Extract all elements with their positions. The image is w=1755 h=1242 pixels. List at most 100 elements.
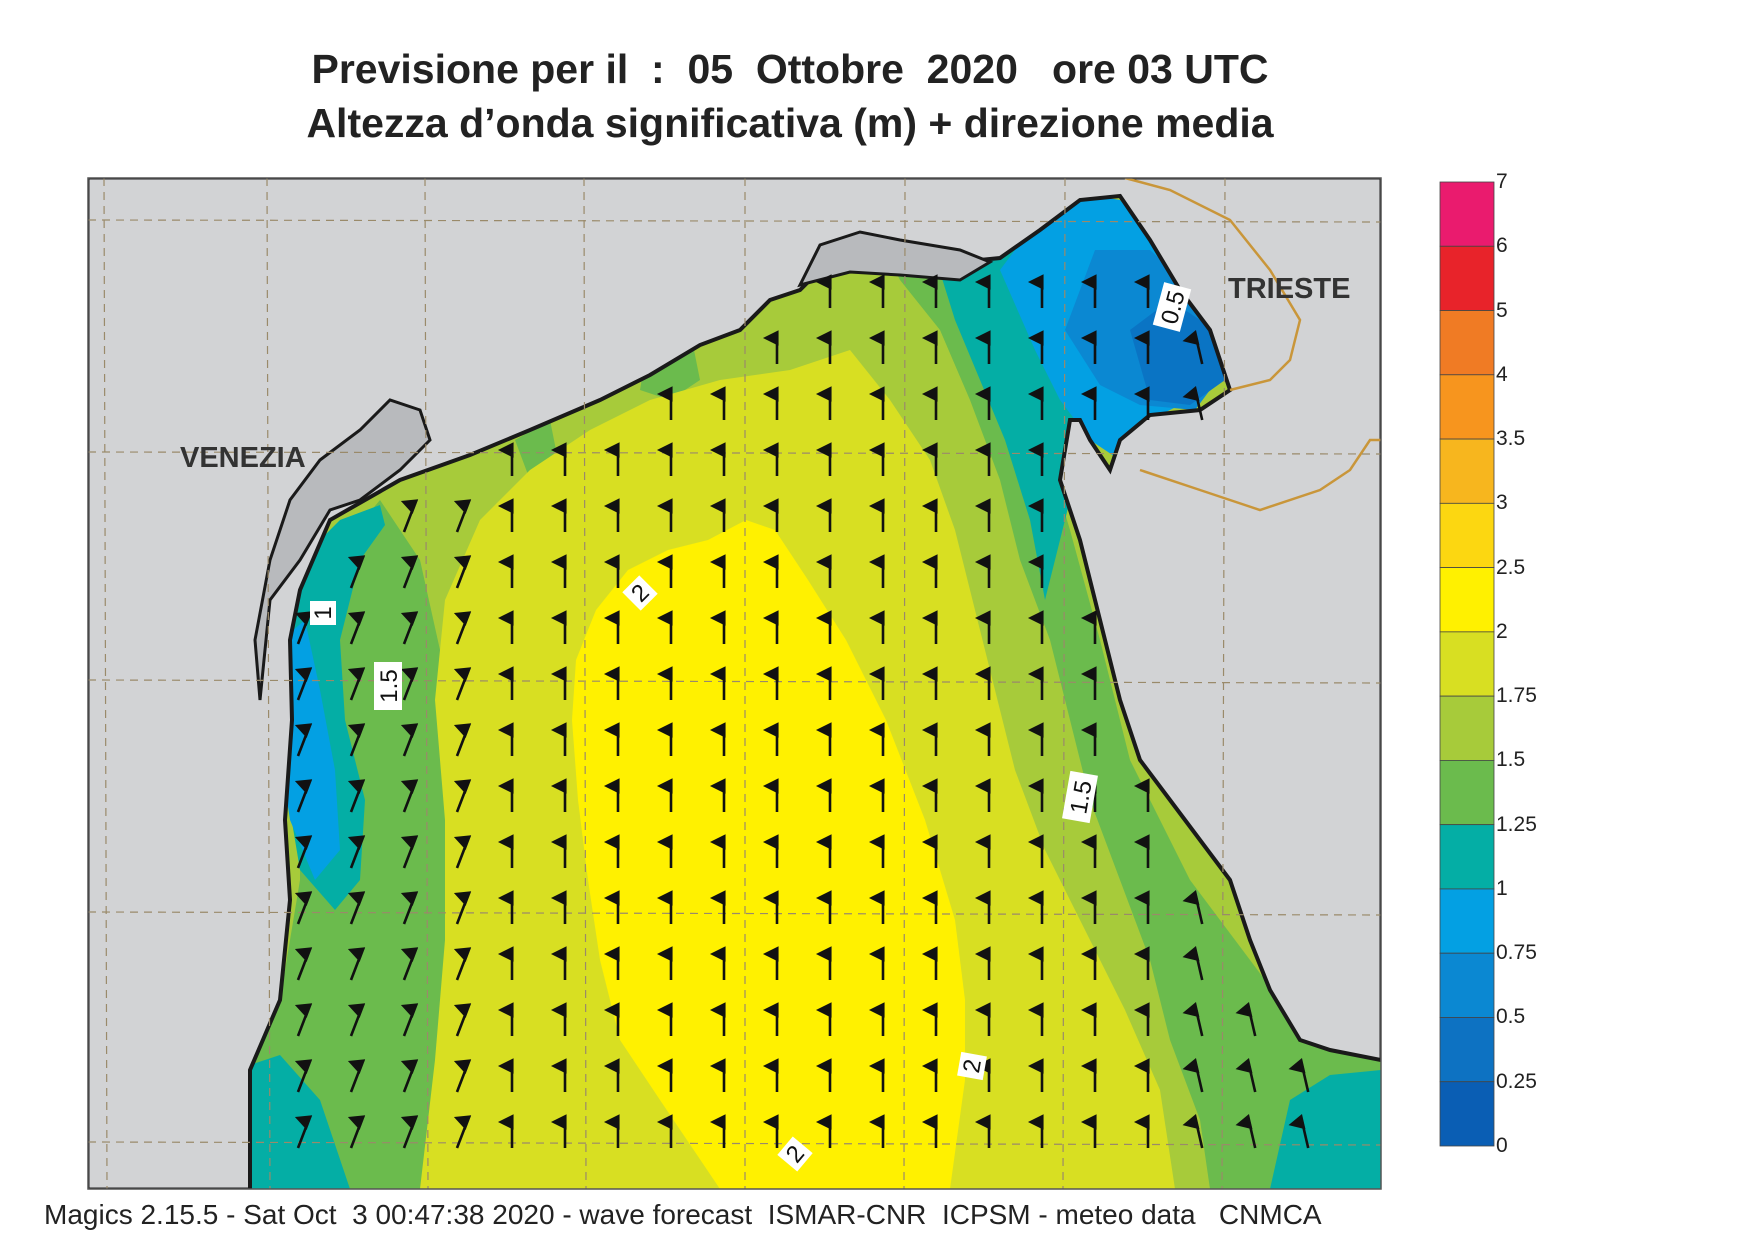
direction-arrow xyxy=(400,1003,419,1037)
colorbar-label: 5 xyxy=(1496,298,1508,322)
colorbar-label: 0.25 xyxy=(1496,1069,1537,1093)
direction-arrow xyxy=(453,1115,472,1149)
direction-arrow xyxy=(1288,1058,1310,1093)
direction-arrow xyxy=(400,499,419,533)
colorbar-label: 0.5 xyxy=(1496,1005,1526,1029)
city-label-venezia: VENEZIA xyxy=(180,442,306,474)
direction-arrow xyxy=(347,1115,366,1149)
direction-arrow xyxy=(453,667,472,701)
direction-arrow xyxy=(1182,330,1204,365)
colorbar-swatch xyxy=(1439,631,1495,697)
venetian-lagoon xyxy=(253,398,432,701)
direction-arrow xyxy=(294,723,313,757)
direction-arrow xyxy=(453,1003,472,1037)
direction-arrow xyxy=(294,779,313,813)
direction-arrow xyxy=(400,667,419,701)
direction-arrow xyxy=(453,723,472,757)
svg-text:2: 2 xyxy=(958,1057,987,1075)
colorbar-label: 0 xyxy=(1496,1134,1508,1157)
colorbar-swatch xyxy=(1439,1081,1495,1147)
direction-arrow xyxy=(400,1115,419,1149)
colorbar-swatch xyxy=(1439,502,1495,569)
direction-arrow xyxy=(1182,1058,1204,1093)
coastline xyxy=(248,193,1381,1189)
colorbar-label: 2 xyxy=(1496,619,1508,643)
colorbar-swatch xyxy=(1439,567,1495,633)
direction-arrow xyxy=(400,779,419,813)
colorbar-swatch xyxy=(1439,310,1495,376)
colorbar-swatch xyxy=(1439,952,1495,1018)
svg-text:1.5: 1.5 xyxy=(1065,778,1097,816)
direction-arrow xyxy=(453,891,472,925)
map-frame xyxy=(87,177,1382,1190)
colorbar-label: 1.5 xyxy=(1496,748,1526,772)
direction-arrow xyxy=(400,723,419,757)
colorbar-label: 7 xyxy=(1496,170,1508,193)
direction-arrow xyxy=(1235,1058,1257,1093)
direction-arrow xyxy=(400,1059,419,1093)
direction-arrow xyxy=(453,835,472,869)
map-title-line-2: Altezza d’onda significativa (m) + direz… xyxy=(306,100,1274,146)
direction-arrow xyxy=(1182,946,1204,981)
footer-credits: Magics 2.15.5 - Sat Oct 3 00:47:38 2020 … xyxy=(44,1199,1322,1230)
direction-arrow xyxy=(1235,1002,1257,1037)
northern-lagoon xyxy=(797,230,994,288)
direction-arrow xyxy=(1182,890,1204,925)
direction-arrow xyxy=(453,779,472,813)
direction-arrow xyxy=(400,947,419,981)
direction-arrow xyxy=(294,891,313,925)
direction-arrow xyxy=(453,499,472,533)
national-border xyxy=(1124,178,1381,512)
colorbar-label: 3 xyxy=(1496,491,1508,515)
direction-arrow xyxy=(294,1003,313,1037)
colorbar-swatch xyxy=(1439,695,1495,761)
direction-arrow xyxy=(294,1115,313,1149)
direction-arrow xyxy=(400,835,419,869)
colorbar-label: 1 xyxy=(1496,876,1508,900)
svg-text:1.5: 1.5 xyxy=(376,669,403,702)
colorbar-swatch xyxy=(1439,374,1495,440)
contour-label-2-south: 2 xyxy=(957,1051,987,1081)
colorbar-swatch xyxy=(1439,181,1495,247)
colorbar xyxy=(1439,181,1495,1147)
direction-arrow xyxy=(1182,1114,1204,1149)
colorbar-swatch xyxy=(1439,1017,1495,1083)
colorbar-swatch xyxy=(1439,438,1495,504)
colorbar-swatch xyxy=(1439,245,1495,311)
colorbar-label: 3.5 xyxy=(1496,427,1526,451)
direction-arrow xyxy=(294,947,313,981)
colorbar-swatch xyxy=(1439,760,1495,826)
direction-arrow xyxy=(294,1059,313,1093)
direction-arrow xyxy=(453,1059,472,1093)
direction-arrow xyxy=(347,555,366,589)
colorbar-label: 1.75 xyxy=(1496,684,1537,708)
direction-arrow xyxy=(347,723,366,757)
direction-arrow xyxy=(294,611,313,645)
direction-arrow xyxy=(347,891,366,925)
svg-text:1: 1 xyxy=(310,606,337,619)
direction-arrow xyxy=(347,611,366,645)
contour-label-1: 1 xyxy=(310,601,337,625)
contour-label-1.5-east: 1.5 xyxy=(1062,770,1098,824)
city-label-trieste: TRIESTE xyxy=(1228,273,1350,305)
direction-arrow xyxy=(294,667,313,701)
colorbar-label: 0.75 xyxy=(1496,941,1537,965)
contour-label-1.5-west: 1.5 xyxy=(374,662,403,710)
direction-arrow xyxy=(347,779,366,813)
direction-arrow xyxy=(1235,1114,1257,1149)
direction-arrow xyxy=(294,835,313,869)
direction-arrow xyxy=(400,611,419,645)
wave-direction-arrows xyxy=(294,274,1310,1149)
direction-arrow xyxy=(347,835,366,869)
direction-arrow xyxy=(453,947,472,981)
direction-arrow xyxy=(400,555,419,589)
colorbar-label: 4 xyxy=(1496,362,1508,386)
direction-arrow xyxy=(347,667,366,701)
colorbar-label: 1.25 xyxy=(1496,812,1537,836)
colorbar-label: 6 xyxy=(1496,234,1508,258)
colorbar-swatch xyxy=(1439,824,1495,890)
colorbar-label: 2.5 xyxy=(1496,555,1526,579)
direction-arrow xyxy=(347,947,366,981)
direction-arrow xyxy=(347,1059,366,1093)
